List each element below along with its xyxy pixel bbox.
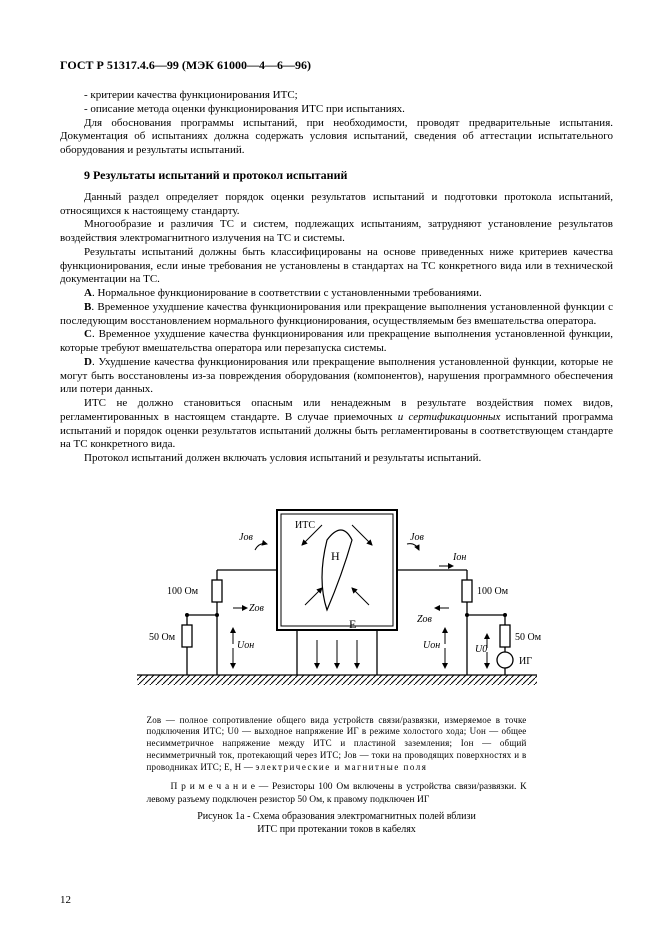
label-jov: Jов [239,532,253,543]
paragraph: - описание метода оценки функционировани… [60,103,613,117]
label-zov-right: Zов [417,614,433,625]
label-r50: 50 Ом [149,632,176,643]
label-uon-right: Uон [423,640,440,651]
note-text: П р и м е ч а н и е — Резисторы 100 Ом в… [147,781,527,806]
paragraph-c: C. Временное ухудшение качества функцион… [60,328,613,356]
label-ion: Iон [452,552,466,563]
figure-legend: Zов — полное сопротивление общего вида у… [147,715,527,773]
paragraph: Данный раздел определяет порядок оценки … [60,191,613,219]
label-d: D [84,356,92,368]
paragraph: Для обоснования программы испытаний, при… [60,117,613,158]
circuit-diagram: ИТС H E Jов [127,480,547,700]
paragraph: Протокол испытаний должен включать услов… [60,452,613,466]
label-a: A [84,287,92,299]
label-h: H [331,549,340,563]
figure-1a: ИТС H E Jов [127,480,547,705]
fig-title-line1: Рисунок 1а - Схема образования электрома… [197,811,476,822]
doc-header: ГОСТ Р 51317.4.6—99 (МЭК 61000—4—6—96) [60,58,613,73]
page: ГОСТ Р 51317.4.6—99 (МЭК 61000—4—6—96) -… [0,0,661,936]
paragraph-a: A. Нормальное функционирование в соответ… [60,287,613,301]
figure-note: П р и м е ч а н и е — Резисторы 100 Ом в… [147,781,527,806]
page-number: 12 [60,894,71,906]
figure-container: ИТС H E Jов [60,480,613,836]
label-its: ИТС [295,520,315,531]
body: - критерии качества функционирования ИТС… [60,89,613,466]
label-u0: U0 [475,644,487,655]
legend-tail: электрические и магнитные поля [256,762,428,772]
label-e: E [349,617,356,631]
fig-title-line2: ИТС при протекании токов в кабелях [257,824,416,835]
paragraph: - критерии качества функционирования ИТС… [60,89,613,103]
paragraph-b: B. Временное ухудшение качества функцион… [60,301,613,329]
text-a: . Нормальное функционирование в соответс… [92,287,482,299]
text-b: . Временное ухудшение качества функциони… [60,301,613,327]
paragraph-d: D. Ухудшение качества функционирования и… [60,356,613,397]
text-d: . Ухудшение качества функционирования ил… [60,356,613,396]
label-c: C [84,328,92,340]
paragraph: Многообразие и различия ТС и систем, под… [60,218,613,246]
label-jov-r: Jов [410,532,424,543]
label-r100-left: 100 Ом [167,586,199,597]
text-italic: и сертификационных [398,411,501,423]
label-ig: ИГ [519,656,532,667]
section-title: 9 Результаты испытаний и протокол испыта… [60,168,613,183]
paragraph: ИТС не должно становиться опасным или не… [60,397,613,452]
figure-title: Рисунок 1а - Схема образования электрома… [147,810,527,836]
label-r50-right: 50 Ом [515,632,542,643]
label-r100-right: 100 Ом [477,586,509,597]
label-zov-left: Zов [249,603,265,614]
text-c: . Временное ухудшение качества функциони… [60,328,613,354]
paragraph: Результаты испытаний должны быть классиф… [60,246,613,287]
label-uon-left: Uон [237,640,254,651]
